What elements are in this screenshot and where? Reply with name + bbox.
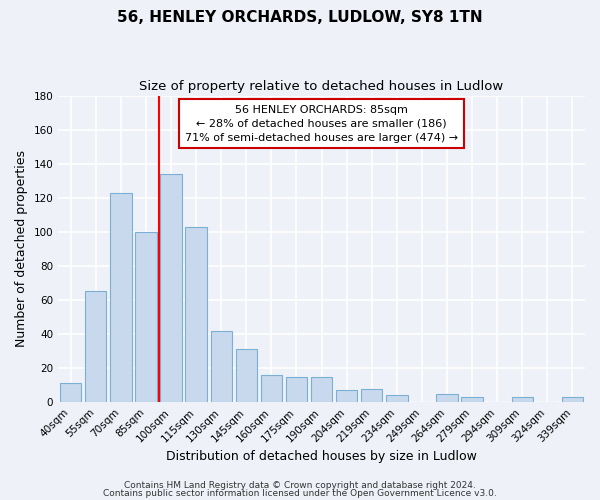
- Bar: [110, 192, 131, 402]
- Bar: [85, 292, 106, 402]
- Bar: [160, 174, 182, 402]
- Bar: [185, 226, 207, 402]
- Text: Contains public sector information licensed under the Open Government Licence v3: Contains public sector information licen…: [103, 488, 497, 498]
- Title: Size of property relative to detached houses in Ludlow: Size of property relative to detached ho…: [139, 80, 504, 93]
- Bar: [60, 384, 82, 402]
- Bar: [311, 376, 332, 402]
- Bar: [136, 232, 157, 402]
- Bar: [361, 388, 382, 402]
- Bar: [286, 376, 307, 402]
- Bar: [211, 330, 232, 402]
- Bar: [461, 397, 483, 402]
- Bar: [336, 390, 358, 402]
- Text: 56 HENLEY ORCHARDS: 85sqm
← 28% of detached houses are smaller (186)
71% of semi: 56 HENLEY ORCHARDS: 85sqm ← 28% of detac…: [185, 105, 458, 143]
- Text: Contains HM Land Registry data © Crown copyright and database right 2024.: Contains HM Land Registry data © Crown c…: [124, 481, 476, 490]
- Bar: [512, 397, 533, 402]
- Text: 56, HENLEY ORCHARDS, LUDLOW, SY8 1TN: 56, HENLEY ORCHARDS, LUDLOW, SY8 1TN: [117, 10, 483, 25]
- Y-axis label: Number of detached properties: Number of detached properties: [15, 150, 28, 348]
- Bar: [562, 397, 583, 402]
- Bar: [386, 396, 407, 402]
- X-axis label: Distribution of detached houses by size in Ludlow: Distribution of detached houses by size …: [166, 450, 477, 462]
- Bar: [236, 350, 257, 402]
- Bar: [436, 394, 458, 402]
- Bar: [261, 375, 282, 402]
